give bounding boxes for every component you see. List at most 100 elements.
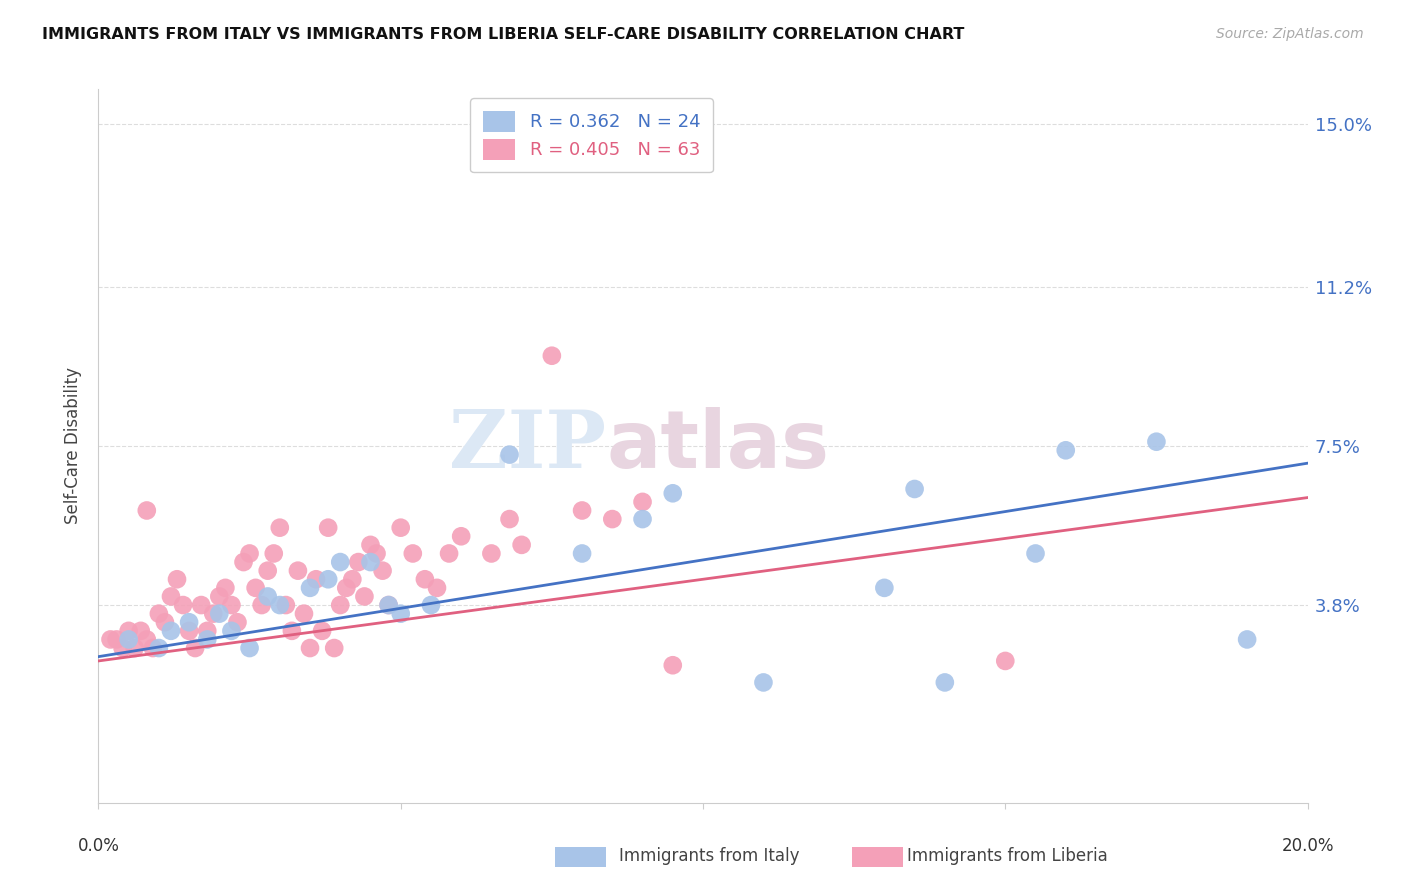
Point [148,607,170,621]
Point [377,598,399,612]
Text: IMMIGRANTS FROM ITALY VS IMMIGRANTS FROM LIBERIA SELF-CARE DISABILITY CORRELATIO: IMMIGRANTS FROM ITALY VS IMMIGRANTS FROM… [42,27,965,42]
Point [232,555,254,569]
Point [135,632,157,647]
Point [226,615,249,630]
Point [292,607,315,621]
Point [184,641,207,656]
Point [389,521,412,535]
Point [245,581,267,595]
Point [498,512,520,526]
Point [571,503,593,517]
Point [1144,434,1167,449]
Point [662,486,685,500]
Point [153,615,176,630]
Point [323,641,346,656]
Point [1054,443,1077,458]
Point [190,598,212,612]
Text: 0.0%: 0.0% [77,838,120,855]
Text: atlas: atlas [606,407,830,485]
Point [402,546,425,560]
Point [371,564,394,578]
Point [105,632,128,647]
Point [342,572,364,586]
Point [287,564,309,578]
Point [1236,632,1258,647]
Point [100,632,122,647]
Point [377,598,399,612]
Point [239,546,262,560]
Point [179,615,201,630]
Point [420,598,443,612]
Point [316,572,339,586]
Text: Immigrants from Italy: Immigrants from Italy [619,847,799,865]
Point [221,598,243,612]
Point [450,529,472,543]
Point [360,538,382,552]
Point [934,675,956,690]
Text: Immigrants from Liberia: Immigrants from Liberia [907,847,1108,865]
Point [166,572,188,586]
Point [179,624,201,638]
Point [510,538,533,552]
Point [389,607,412,621]
Point [299,641,322,656]
Point [631,512,654,526]
Point [498,448,520,462]
Point [111,641,134,656]
Text: Source: ZipAtlas.com: Source: ZipAtlas.com [1216,27,1364,41]
Point [281,624,304,638]
Point [208,607,231,621]
Point [305,572,328,586]
Point [329,555,352,569]
Point [752,675,775,690]
Point [413,572,436,586]
Point [221,624,243,638]
Point [347,555,370,569]
Point [118,632,141,647]
Point [195,632,218,647]
Point [329,598,352,612]
Point [437,546,460,560]
Point [129,624,152,638]
Point [202,607,225,621]
Point [481,546,503,560]
Point [142,641,165,656]
Point [316,521,339,535]
Point [160,624,183,638]
Point [160,590,183,604]
Point [250,598,273,612]
Point [426,581,449,595]
Point [335,581,357,595]
Point [602,512,624,526]
Point [118,624,141,638]
Point [208,590,231,604]
Point [263,546,285,560]
Point [135,503,157,517]
Point [662,658,685,673]
Point [269,521,291,535]
Point [124,641,146,656]
Legend: R = 0.362   N = 24, R = 0.405   N = 63: R = 0.362 N = 24, R = 0.405 N = 63 [470,98,713,172]
Point [239,641,262,656]
Point [256,590,278,604]
Point [904,482,927,496]
Point [366,546,388,560]
Point [274,598,297,612]
Point [662,151,685,165]
Point [256,564,278,578]
Point [873,581,896,595]
Point [571,546,593,560]
Point [269,598,291,612]
Point [172,598,194,612]
Text: 20.0%: 20.0% [1281,838,1334,855]
Point [540,349,562,363]
Point [311,624,333,638]
Point [299,581,322,595]
Point [360,555,382,569]
Point [994,654,1017,668]
Point [214,581,236,595]
Point [353,590,375,604]
Y-axis label: Self-Care Disability: Self-Care Disability [65,368,83,524]
Point [1024,546,1046,560]
Text: ZIP: ZIP [450,407,606,485]
